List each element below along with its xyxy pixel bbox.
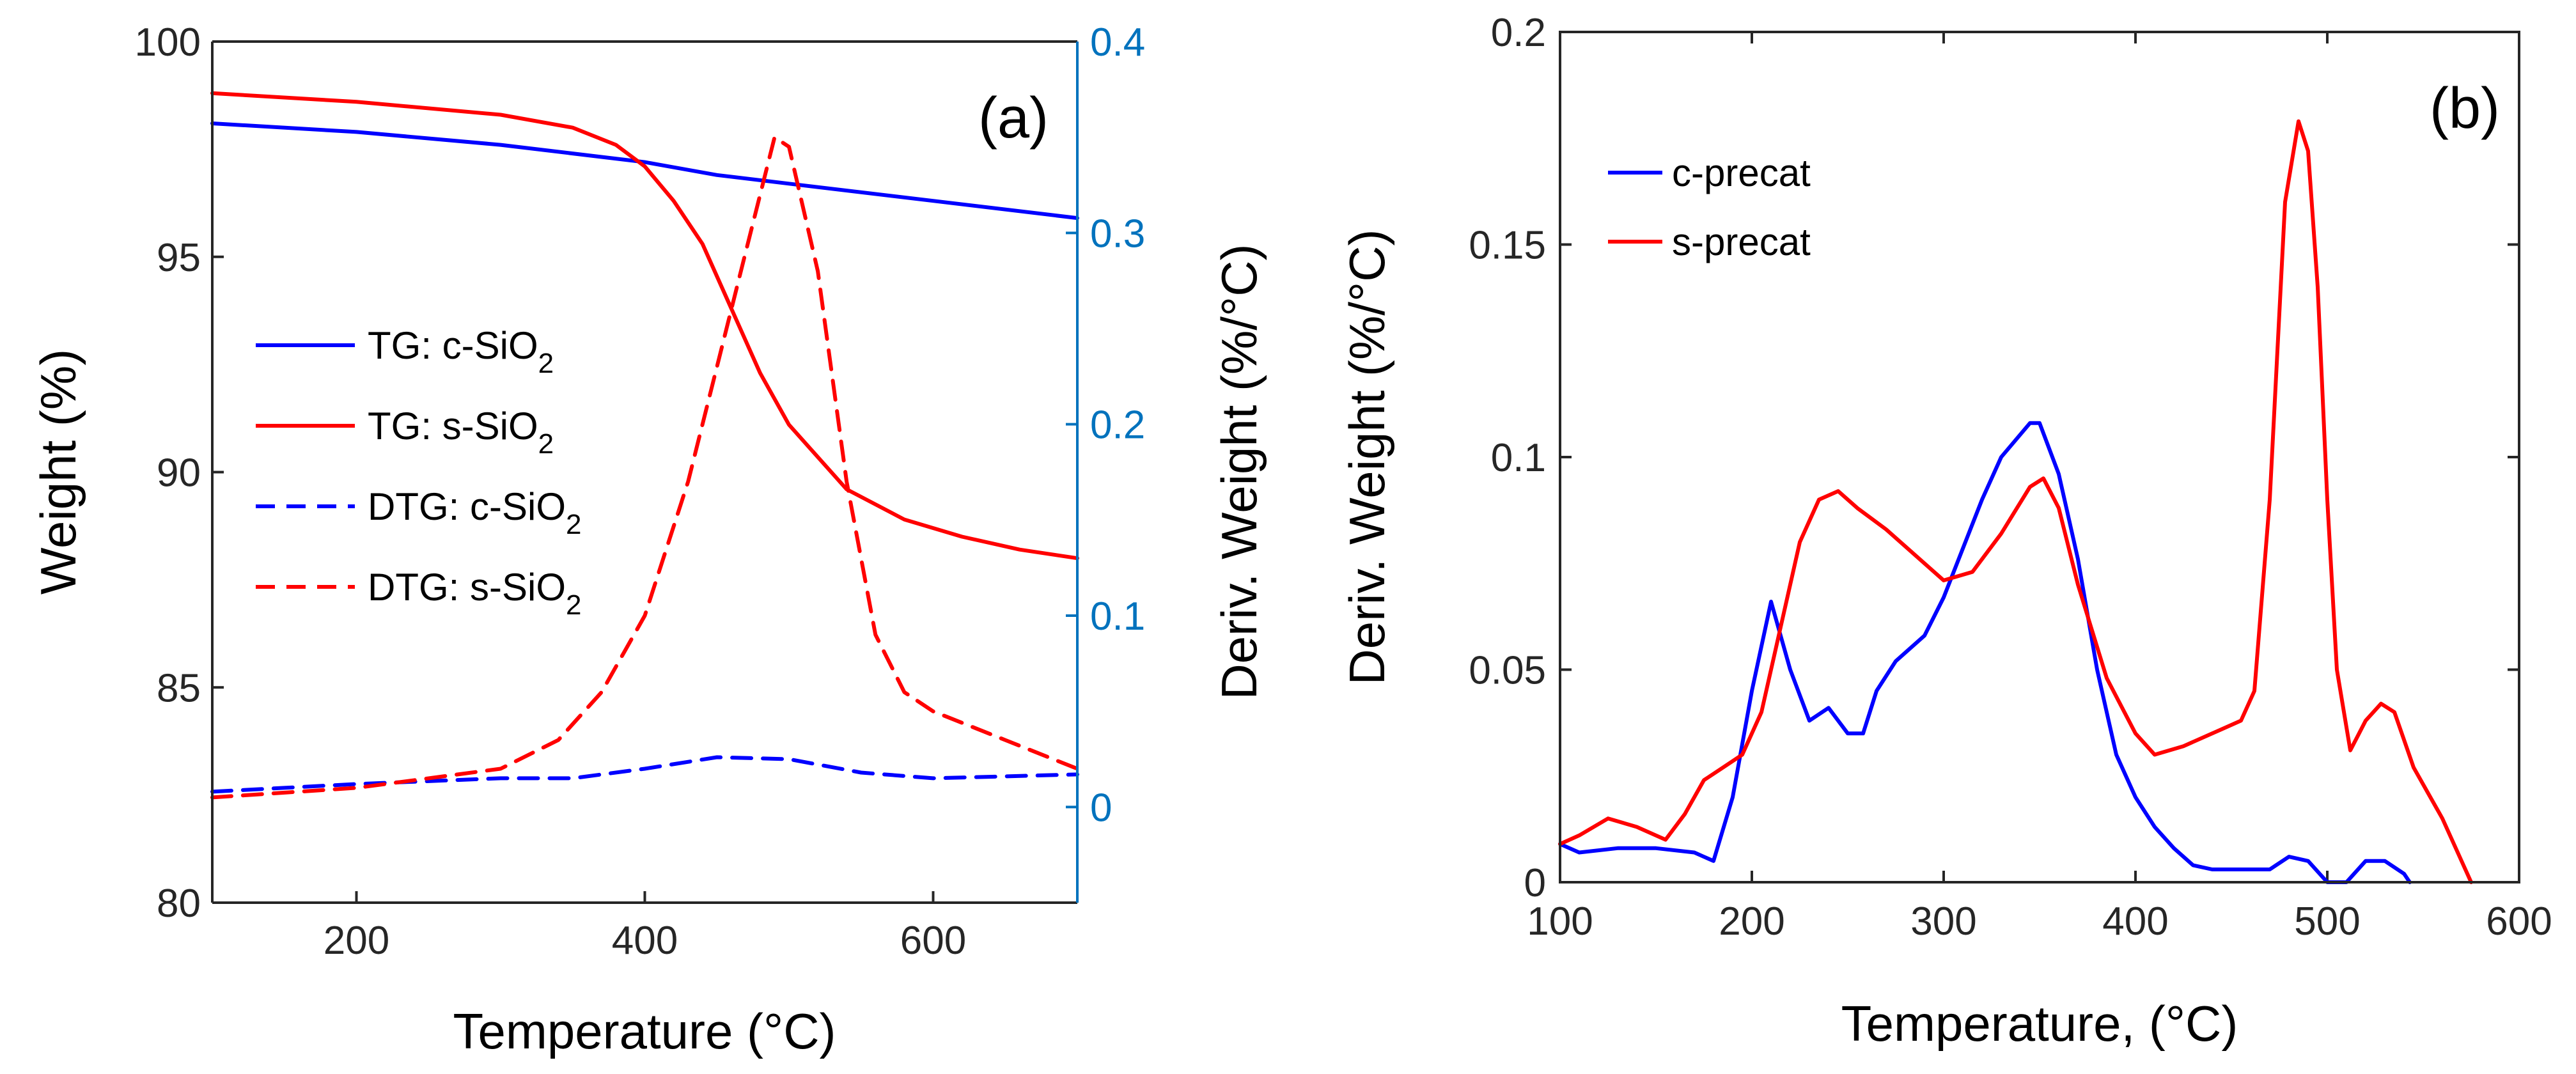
panel-a-plot-area xyxy=(212,42,1077,903)
legend-tg-c-sio2-label: TG: c-SiO xyxy=(368,324,538,367)
panel-a-series-2 xyxy=(210,755,1079,794)
panel-a-xlabel: Temperature (°C) xyxy=(453,1003,836,1059)
legend-tg-s-sio2-sub: 2 xyxy=(538,428,554,460)
panel-a-x-ticks: 200 400 600 xyxy=(324,891,966,963)
panel-b-series-0 xyxy=(1558,421,2412,884)
panel-b-label: (b) xyxy=(2430,77,2500,141)
panel-a-series-0 xyxy=(210,121,1079,221)
legend-dtg-c-sio2-label: DTG: c-SiO xyxy=(368,485,566,528)
panel-a-ytick-label: 100 xyxy=(135,20,201,65)
panel-b-x-ticks: 100 200 300 400 500 600 xyxy=(1527,32,2552,944)
panel-a-series-3 xyxy=(210,135,1079,800)
panel-b-ytick-label: 0 xyxy=(1524,861,1546,905)
legend-entry-tg-c-sio2: TG: c-SiO2 xyxy=(256,324,554,379)
panel-a-y2tick-label: 0.2 xyxy=(1090,403,1145,447)
panel-b-plot-area xyxy=(1560,32,2519,882)
legend-dtg-c-sio2-sub: 2 xyxy=(566,509,581,540)
svg-text:TG: s-SiO2: TG: s-SiO2 xyxy=(368,405,554,460)
panel-a-y2tick-label: 0 xyxy=(1090,786,1112,830)
panel-a-label: (a) xyxy=(978,86,1049,150)
legend-dtg-s-sio2-sub: 2 xyxy=(566,589,581,621)
legend-dtg-s-sio2-label: DTG: s-SiO xyxy=(368,566,566,609)
legend-entry-dtg-s-sio2: DTG: s-SiO2 xyxy=(256,566,581,621)
panel-b-y-ticks: 0 0.05 0.1 0.15 0.2 xyxy=(1469,11,2519,905)
panel-b-series-1 xyxy=(1558,119,2473,884)
panel-a-xtick-label: 400 xyxy=(612,919,678,963)
legend-s-precat-label: s-precat xyxy=(1672,221,1811,263)
panel-a-ytick-label: 85 xyxy=(157,666,201,710)
panel-a-ylabel: Weight (%) xyxy=(30,349,86,595)
panel-b-xlabel: Temperature, (°C) xyxy=(1841,995,2238,1052)
panel-a-y2tick-label: 0.1 xyxy=(1090,595,1145,639)
legend-tg-c-sio2-sub: 2 xyxy=(538,348,554,379)
legend-tg-s-sio2-label: TG: s-SiO xyxy=(368,405,538,447)
panel-b-ytick-label: 0.1 xyxy=(1491,436,1546,480)
panel-a-y2label: Deriv. Weight (%/°C) xyxy=(1211,244,1267,699)
panel-a-right-ticks: 0 0.1 0.2 0.3 0.4 xyxy=(1066,20,1145,830)
svg-text:DTG: s-SiO2: DTG: s-SiO2 xyxy=(368,566,581,621)
panel-a-ytick-label: 80 xyxy=(157,882,201,926)
panel-b-xtick-label: 600 xyxy=(2486,899,2552,944)
panel-b-xtick-label: 300 xyxy=(1910,899,1976,944)
panel-b-chart: 0 0.05 0.1 0.15 0.2 100 200 300 400 500 600 (b) T… xyxy=(1339,11,2552,1052)
panel-b-xtick-label: 100 xyxy=(1527,899,1593,944)
legend-c-precat-label: c-precat xyxy=(1672,152,1811,194)
panel-b-series xyxy=(1558,119,2473,884)
panel-b-ytick-label: 0.05 xyxy=(1469,649,1546,693)
panel-a-y2tick-label: 0.4 xyxy=(1090,20,1145,65)
legend-entry-c-precat: c-precat xyxy=(1608,152,1811,194)
panel-a-ytick-label: 95 xyxy=(157,236,201,280)
panel-a-ytick-label: 90 xyxy=(157,451,201,495)
svg-text:DTG: c-SiO2: DTG: c-SiO2 xyxy=(368,485,581,540)
panel-a-series xyxy=(210,91,1079,800)
legend-entry-dtg-c-sio2: DTG: c-SiO2 xyxy=(256,485,581,540)
panel-b-ytick-label: 0.15 xyxy=(1469,224,1546,268)
panel-b-xtick-label: 500 xyxy=(2294,899,2360,944)
svg-text:TG: c-SiO2: TG: c-SiO2 xyxy=(368,324,554,379)
panel-b-ylabel: Deriv. Weight (%/°C) xyxy=(1339,229,1395,685)
panel-b-axes-box xyxy=(1559,31,2520,883)
panel-b-xtick-label: 200 xyxy=(1719,899,1784,944)
panel-a-xtick-label: 600 xyxy=(900,919,966,963)
panel-a-series-1 xyxy=(210,91,1079,561)
panel-a-legend: TG: c-SiO2 TG: s-SiO2 DTG: c-SiO2 DTG: s… xyxy=(256,324,581,621)
panel-a-xtick-label: 200 xyxy=(324,919,389,963)
legend-entry-tg-s-sio2: TG: s-SiO2 xyxy=(256,405,554,460)
panel-b-ytick-label: 0.2 xyxy=(1491,11,1546,55)
panel-a-y2tick-label: 0.3 xyxy=(1090,212,1145,256)
panel-b-xtick-label: 400 xyxy=(2102,899,2168,944)
panel-b-legend: c-precat s-precat xyxy=(1608,152,1811,263)
legend-entry-s-precat: s-precat xyxy=(1608,221,1811,263)
